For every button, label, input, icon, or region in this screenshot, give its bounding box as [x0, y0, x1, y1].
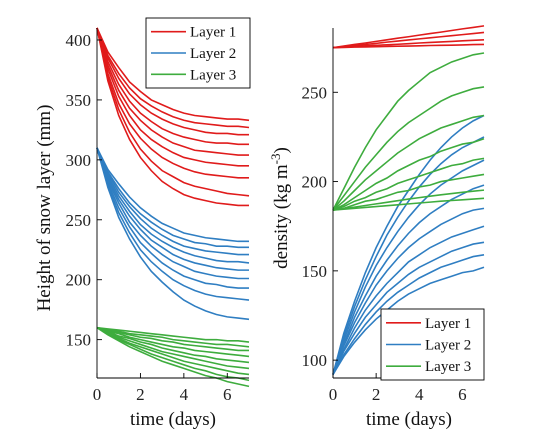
series-line-1-7: [96, 27, 249, 179]
series-line-2-6: [332, 225, 485, 375]
series-layer-2: [332, 114, 485, 375]
series-line-2-7: [96, 147, 249, 289]
legend-label: Layer 2: [190, 46, 236, 62]
y-tick-label: 150: [66, 331, 92, 350]
series-line-3-4: [96, 326, 250, 358]
series-line-3-7: [332, 189, 485, 211]
series-line-2-2: [332, 136, 485, 375]
legend-label: Layer 1: [190, 25, 236, 41]
series-line-2-5: [96, 147, 249, 271]
y-tick-label: 200: [302, 173, 328, 192]
series-line-1-1: [332, 25, 485, 49]
series-line-2-8: [332, 254, 485, 375]
series-line-2-8: [96, 147, 250, 301]
series-layer-2: [96, 147, 250, 321]
series-line-3-6: [96, 326, 250, 370]
series-line-2-9: [96, 147, 250, 321]
y-axis-label: density (kg m-3): [268, 147, 292, 269]
series-line-1-6: [96, 27, 249, 167]
series-line-2-3: [96, 147, 249, 256]
x-tick-label: 4: [180, 385, 189, 404]
x-tick-label: 2: [136, 385, 145, 404]
series-line-3-8: [96, 326, 250, 382]
series-line-1-4: [96, 27, 249, 146]
series-line-3-1: [332, 52, 485, 211]
x-tick-label: 4: [415, 385, 424, 404]
series-line-3-2: [332, 86, 485, 211]
series-line-3-7: [96, 326, 250, 376]
x-tick-label: 6: [458, 385, 467, 404]
series-line-3-8: [332, 197, 485, 211]
series-line-1-3: [96, 27, 249, 136]
legend: Layer 1 Layer 2 Layer 3: [380, 308, 485, 381]
series-layer-3: [332, 52, 485, 211]
series-layer-3: [96, 326, 250, 388]
series-line-2-7: [332, 241, 485, 375]
series-line-3-5: [96, 326, 250, 364]
series-line-3-2: [96, 326, 250, 348]
legend: Layer 1 Layer 2 Layer 3: [145, 17, 251, 89]
y-tick-label: 250: [66, 211, 92, 230]
series-line-2-3: [332, 159, 485, 375]
series-line-3-3: [96, 326, 249, 352]
legend-label: Layer 3: [190, 67, 236, 83]
series-line-1-4: [332, 43, 485, 49]
series-line-1-2: [332, 31, 485, 49]
series-line-2-5: [332, 207, 485, 375]
series-line-1-1: [96, 27, 250, 122]
series-line-2-4: [332, 184, 485, 375]
series-line-1-9: [96, 27, 249, 207]
right-chart-panel: 100 150 200 250 0 2 4 6 time (days) density (kg m…: [268, 25, 485, 430]
series-line-3-3: [332, 114, 485, 211]
legend-label: Layer 3: [425, 359, 471, 375]
y-tick-label: 400: [66, 31, 92, 50]
series-line-3-9: [96, 326, 250, 388]
series-line-2-9: [332, 266, 485, 375]
series-layer-1: [332, 25, 485, 49]
y-tick-label: 100: [302, 351, 328, 370]
series-line-2-6: [96, 147, 249, 280]
y-axis-label: Height of snow layer (mm): [34, 105, 55, 312]
legend-label: Layer 1: [425, 316, 471, 332]
series-line-3-1: [96, 326, 250, 343]
series-line-2-2: [96, 147, 249, 249]
x-tick-label: 0: [329, 385, 338, 404]
y-tick-label: 200: [66, 271, 92, 290]
x-axis-label: time (days): [130, 409, 216, 430]
series-line-3-6: [332, 173, 485, 211]
series-line-2-1: [96, 147, 249, 243]
y-tick-label: 250: [302, 83, 328, 102]
legend-label: Layer 2: [425, 338, 471, 354]
series-line-3-4: [332, 137, 485, 211]
y-tick-label: 150: [302, 262, 328, 281]
x-tick-label: 0: [93, 385, 102, 404]
x-tick-label: 2: [372, 385, 381, 404]
y-tick-label: 300: [66, 151, 92, 170]
series-line-3-5: [332, 157, 485, 211]
series-line-2-4: [96, 147, 250, 264]
x-axis-label: time (days): [366, 409, 452, 430]
x-tick-label: 6: [223, 385, 232, 404]
y-tick-label: 350: [66, 91, 92, 110]
series-line-1-5: [96, 27, 249, 156]
left-chart-panel: 150 200 250 300 350 400 0 2 4 6 time (days) Height …: [34, 17, 251, 430]
series-line-1-2: [96, 27, 250, 129]
series-layer-1: [96, 27, 250, 207]
series-line-1-8: [96, 27, 250, 197]
